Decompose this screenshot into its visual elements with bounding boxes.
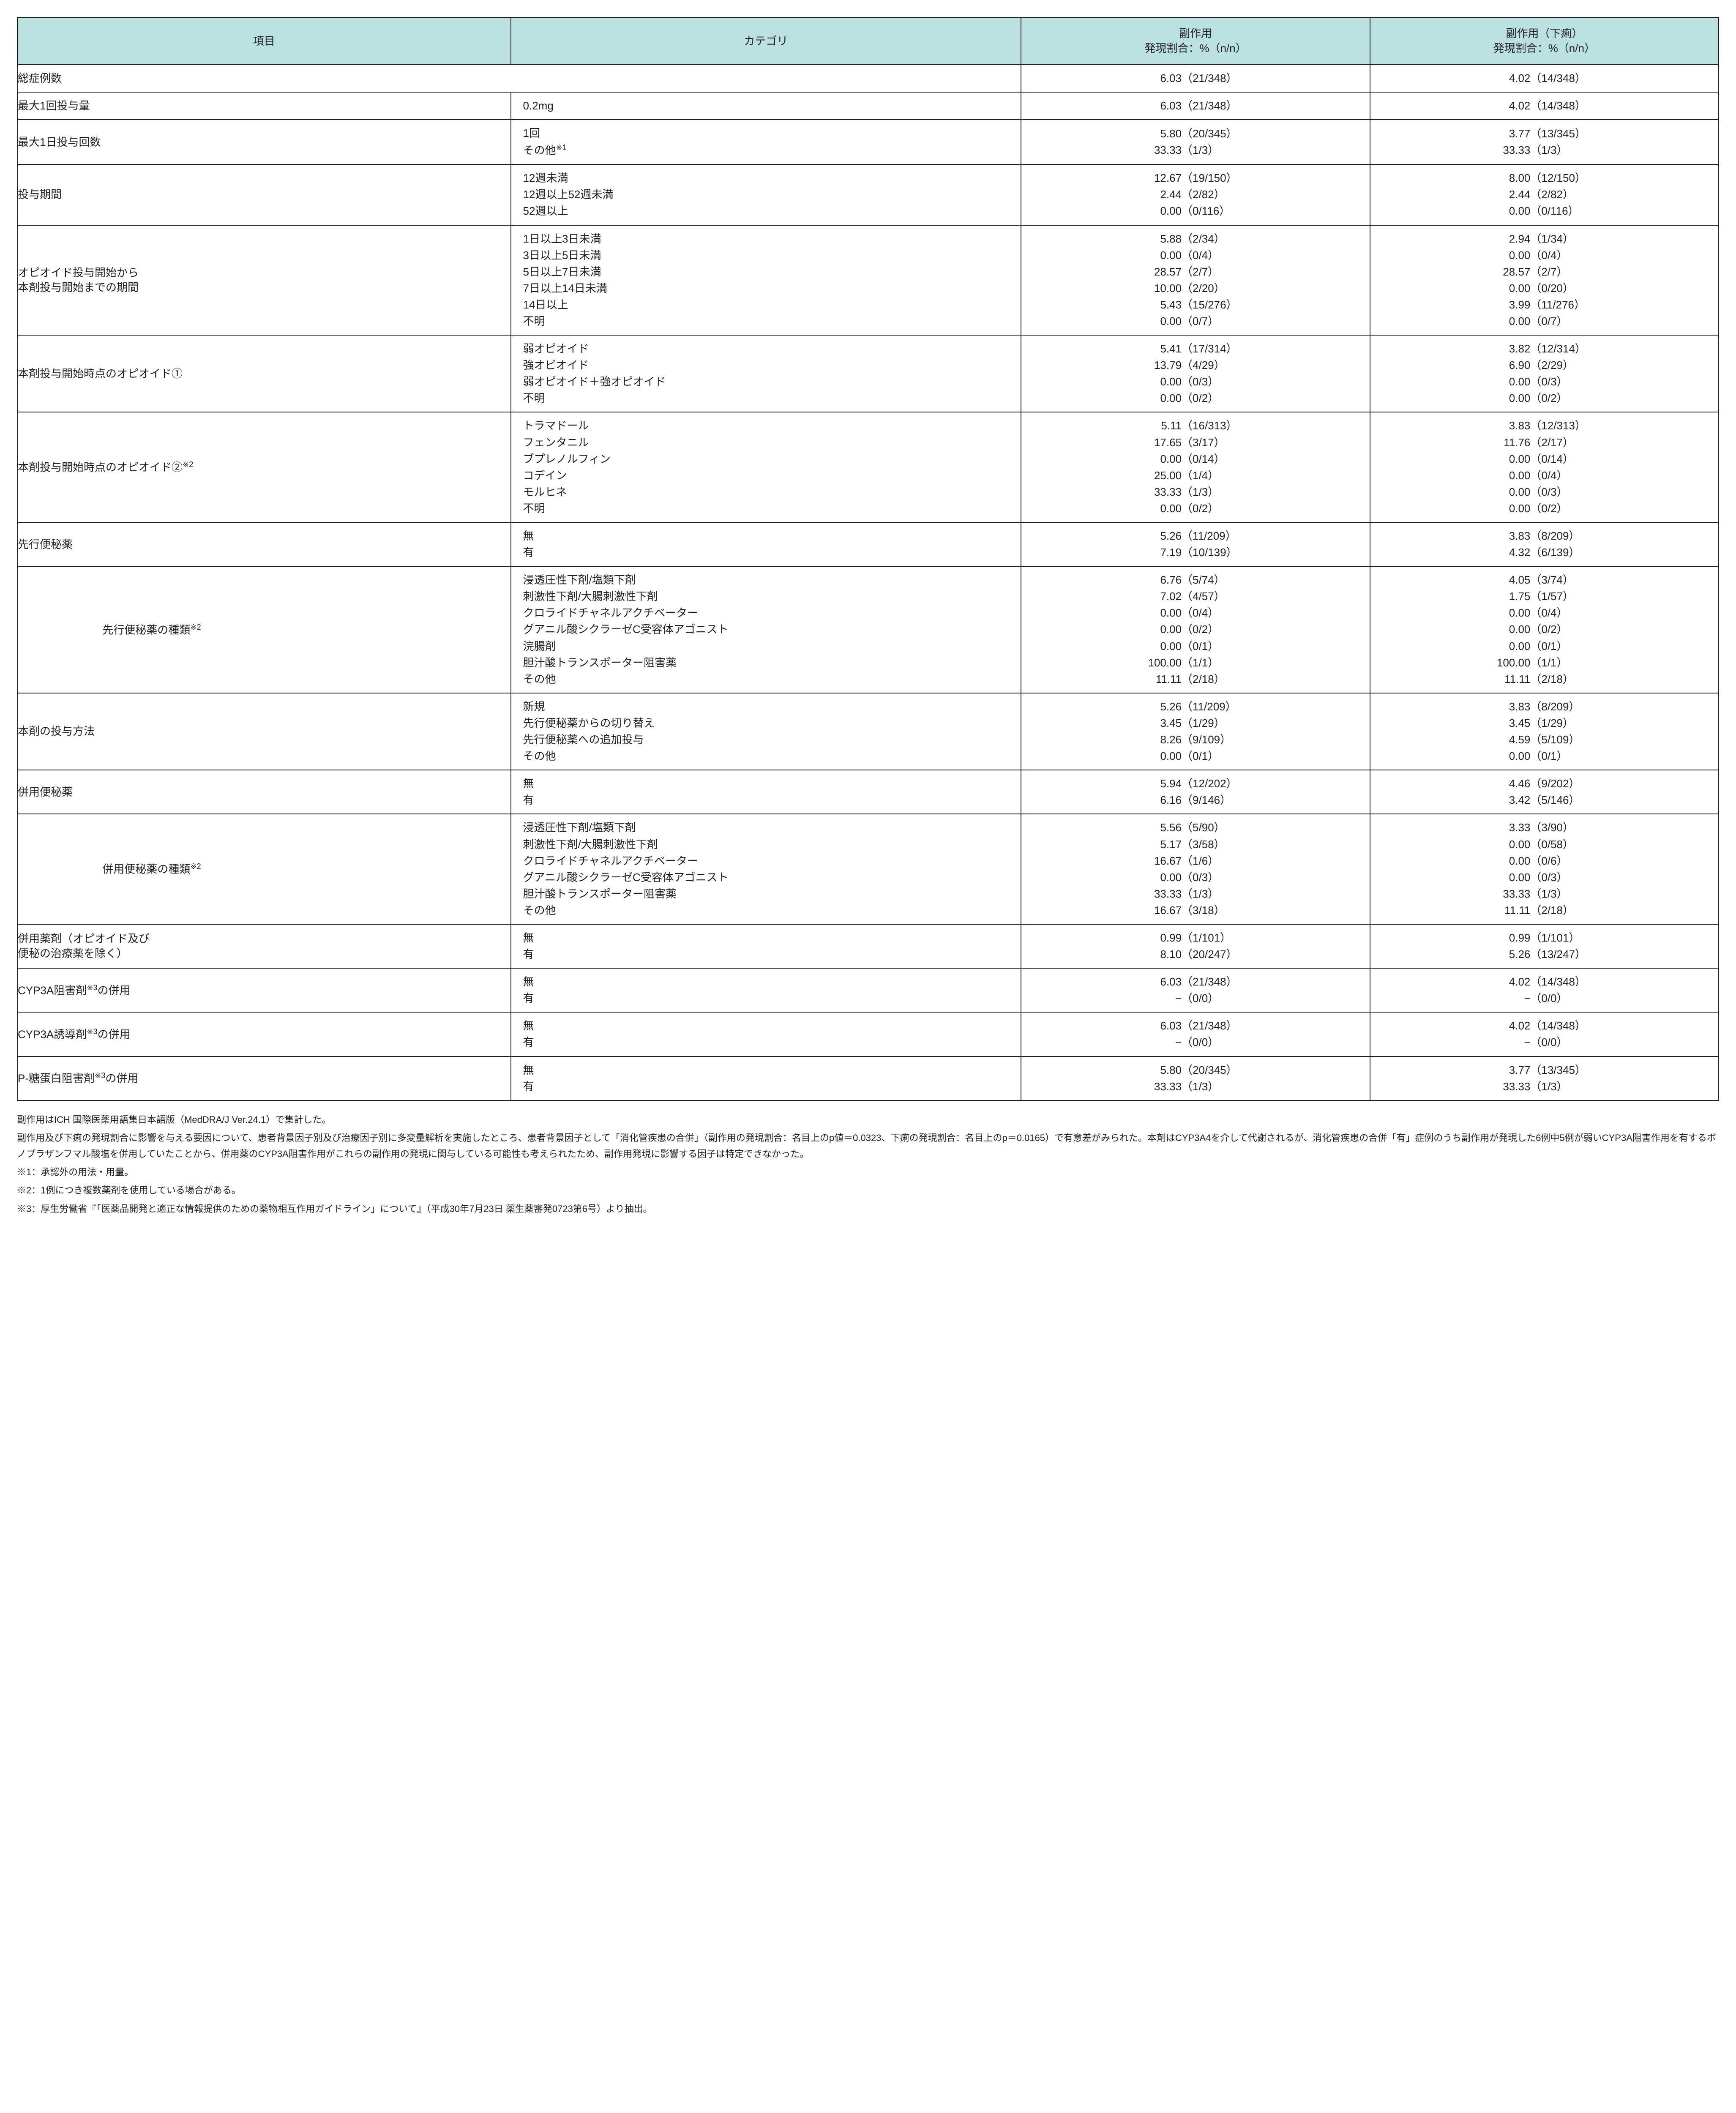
table-body: 総症例数6.03（21/348）4.02（14/348）最大1回投与量0.2mg… xyxy=(17,65,1719,1100)
category-cell: 無有 xyxy=(511,924,1021,968)
category-cell: 弱オピオイド強オピオイド弱オピオイド＋強オピオイド不明 xyxy=(511,335,1021,412)
value-cell: 5.11（16/313）17.65（3/17）0.00（0/14）25.00（1… xyxy=(1021,412,1370,522)
table-row: 本剤投与開始時点のオピオイド①弱オピオイド強オピオイド弱オピオイド＋強オピオイド… xyxy=(17,335,1719,412)
table-row: 先行便秘薬の種類※2浸透圧性下剤/塩類下剤刺激性下剤/大腸刺激性下剤クロライドチ… xyxy=(17,566,1719,693)
table-row: 本剤の投与方法新規先行便秘薬からの切り替え先行便秘薬への追加投与その他5.26（… xyxy=(17,693,1719,770)
item-label: 本剤投与開始時点のオピオイド① xyxy=(17,335,511,412)
item-label: 本剤投与開始時点のオピオイド②※2 xyxy=(17,412,511,522)
value-cell: 6.03（21/348）−（0/0） xyxy=(1021,968,1370,1012)
table-row: 最大1日投与回数1回その他※15.80（20/345）33.33（1/3）3.7… xyxy=(17,120,1719,164)
value-cell: 5.56（5/90）5.17（3/58）16.67（1/6）0.00（0/3）3… xyxy=(1021,814,1370,924)
value-cell: 6.03（21/348） xyxy=(1021,92,1370,120)
value-cell: 5.88（2/34）0.00（0/4）28.57（2/7）10.00（2/20）… xyxy=(1021,225,1370,336)
adverse-events-table: 項目 カテゴリ 副作用発現割合：%（n/n） 副作用（下痢）発現割合：%（n/n… xyxy=(17,17,1719,1101)
value-cell: 3.33（3/90）0.00（0/58）0.00（0/6）0.00（0/3）33… xyxy=(1370,814,1719,924)
value-cell: 3.83（12/313）11.76（2/17）0.00（0/14）0.00（0/… xyxy=(1370,412,1719,522)
footnote-line: ※1：承認外の用法・用量。 xyxy=(17,1164,1719,1180)
item-label: CYP3A阻害剤※3の併用 xyxy=(17,968,511,1012)
item-label: 先行便秘薬の種類※2 xyxy=(102,566,510,693)
value-cell: 12.67（19/150）2.44（2/82）0.00（0/116） xyxy=(1021,164,1370,225)
value-cell: 6.03（21/348） xyxy=(1021,65,1370,92)
value-cell: 3.82（12/314）6.90（2/29）0.00（0/3）0.00（0/2） xyxy=(1370,335,1719,412)
footnote-line: ※2：1例につき複数薬剤を使用している場合がある。 xyxy=(17,1182,1719,1198)
category-cell: トラマドールフェンタニルブプレノルフィンコデインモルヒネ不明 xyxy=(511,412,1021,522)
table-row: オピオイド投与開始から本剤投与開始までの期間1日以上3日未満3日以上5日未満5日… xyxy=(17,225,1719,336)
table-row: 併用薬剤（オピオイド及び便秘の治療薬を除く）無有0.99（1/101）8.10（… xyxy=(17,924,1719,968)
value-cell: 5.80（20/345）33.33（1/3） xyxy=(1021,120,1370,164)
item-label: 併用便秘薬の種類※2 xyxy=(102,814,510,924)
header-item: 項目 xyxy=(17,17,511,65)
value-cell: 6.03（21/348）−（0/0） xyxy=(1021,1012,1370,1056)
header-diarrhea: 副作用（下痢）発現割合：%（n/n） xyxy=(1370,17,1719,65)
header-category: カテゴリ xyxy=(511,17,1021,65)
item-label: 併用薬剤（オピオイド及び便秘の治療薬を除く） xyxy=(17,924,511,968)
footnote-line: 副作用及び下痢の発現割合に影響を与える要因について、患者背景因子別及び治療因子別… xyxy=(17,1130,1719,1162)
footnotes: 副作用はICH 国際医薬用語集日本語版（MedDRA/J Ver.24.1）で集… xyxy=(17,1112,1719,1217)
value-cell: 4.02（14/348） xyxy=(1370,65,1719,92)
value-cell: 5.26（11/209）7.19（10/139） xyxy=(1021,522,1370,566)
category-cell: 0.2mg xyxy=(511,92,1021,120)
value-cell: 4.02（14/348）−（0/0） xyxy=(1370,968,1719,1012)
item-label: 最大1回投与量 xyxy=(17,92,511,120)
category-cell: 無有 xyxy=(511,770,1021,814)
item-label: 投与期間 xyxy=(17,164,511,225)
value-cell: 4.05（3/74）1.75（1/57）0.00（0/4）0.00（0/2）0.… xyxy=(1370,566,1719,693)
category-cell: 無有 xyxy=(511,522,1021,566)
value-cell: 0.99（1/101）8.10（20/247） xyxy=(1021,924,1370,968)
item-label: 最大1日投与回数 xyxy=(17,120,511,164)
item-label: 総症例数 xyxy=(17,65,1021,92)
category-cell: 1回その他※1 xyxy=(511,120,1021,164)
category-cell: 無有 xyxy=(511,1056,1021,1100)
value-cell: 8.00（12/150）2.44（2/82）0.00（0/116） xyxy=(1370,164,1719,225)
value-cell: 4.02（14/348） xyxy=(1370,92,1719,120)
value-cell: 2.94（1/34）0.00（0/4）28.57（2/7）0.00（0/20）3… xyxy=(1370,225,1719,336)
footnote-line: 副作用はICH 国際医薬用語集日本語版（MedDRA/J Ver.24.1）で集… xyxy=(17,1112,1719,1127)
table-row: P-糖蛋白阻害剤※3の併用無有5.80（20/345）33.33（1/3）3.7… xyxy=(17,1056,1719,1100)
table-row: 投与期間12週未満12週以上52週未満52週以上12.67（19/150）2.4… xyxy=(17,164,1719,225)
item-label: CYP3A誘導剤※3の併用 xyxy=(17,1012,511,1056)
table-row: 最大1回投与量0.2mg6.03（21/348）4.02（14/348） xyxy=(17,92,1719,120)
value-cell: 0.99（1/101）5.26（13/247） xyxy=(1370,924,1719,968)
category-cell: 無有 xyxy=(511,968,1021,1012)
item-label: 本剤の投与方法 xyxy=(17,693,511,770)
indent-cell xyxy=(17,814,102,924)
category-cell: 浸透圧性下剤/塩類下剤刺激性下剤/大腸刺激性下剤クロライドチャネルアクチベーター… xyxy=(511,814,1021,924)
item-label: P-糖蛋白阻害剤※3の併用 xyxy=(17,1056,511,1100)
category-cell: 浸透圧性下剤/塩類下剤刺激性下剤/大腸刺激性下剤クロライドチャネルアクチベーター… xyxy=(511,566,1021,693)
table-row: 本剤投与開始時点のオピオイド②※2トラマドールフェンタニルブプレノルフィンコデイ… xyxy=(17,412,1719,522)
value-cell: 5.41（17/314）13.79（4/29）0.00（0/3）0.00（0/2… xyxy=(1021,335,1370,412)
indent-cell xyxy=(17,566,102,693)
value-cell: 4.46（9/202）3.42（5/146） xyxy=(1370,770,1719,814)
table-row: CYP3A誘導剤※3の併用無有6.03（21/348）−（0/0）4.02（14… xyxy=(17,1012,1719,1056)
header-ae: 副作用発現割合：%（n/n） xyxy=(1021,17,1370,65)
footnote-line: ※3：厚生労働省『「医薬品開発と適正な情報提供のための薬物相互作用ガイドライン」… xyxy=(17,1201,1719,1217)
value-cell: 5.94（12/202）6.16（9/146） xyxy=(1021,770,1370,814)
table-row: 先行便秘薬無有5.26（11/209）7.19（10/139）3.83（8/20… xyxy=(17,522,1719,566)
item-label: 先行便秘薬 xyxy=(17,522,511,566)
table-row: CYP3A阻害剤※3の併用無有6.03（21/348）−（0/0）4.02（14… xyxy=(17,968,1719,1012)
value-cell: 4.02（14/348）−（0/0） xyxy=(1370,1012,1719,1056)
table-header: 項目 カテゴリ 副作用発現割合：%（n/n） 副作用（下痢）発現割合：%（n/n… xyxy=(17,17,1719,65)
value-cell: 5.80（20/345）33.33（1/3） xyxy=(1021,1056,1370,1100)
item-label: オピオイド投与開始から本剤投与開始までの期間 xyxy=(17,225,511,336)
table-row: 併用便秘薬の種類※2浸透圧性下剤/塩類下剤刺激性下剤/大腸刺激性下剤クロライドチ… xyxy=(17,814,1719,924)
category-cell: 新規先行便秘薬からの切り替え先行便秘薬への追加投与その他 xyxy=(511,693,1021,770)
value-cell: 3.77（13/345）33.33（1/3） xyxy=(1370,120,1719,164)
table-row: 併用便秘薬無有5.94（12/202）6.16（9/146）4.46（9/202… xyxy=(17,770,1719,814)
category-cell: 1日以上3日未満3日以上5日未満5日以上7日未満7日以上14日未満14日以上不明 xyxy=(511,225,1021,336)
item-label: 併用便秘薬 xyxy=(17,770,511,814)
value-cell: 3.83（8/209）4.32（6/139） xyxy=(1370,522,1719,566)
value-cell: 3.83（8/209）3.45（1/29）4.59（5/109）0.00（0/1… xyxy=(1370,693,1719,770)
category-cell: 12週未満12週以上52週未満52週以上 xyxy=(511,164,1021,225)
category-cell: 無有 xyxy=(511,1012,1021,1056)
value-cell: 6.76（5/74）7.02（4/57）0.00（0/4）0.00（0/2）0.… xyxy=(1021,566,1370,693)
value-cell: 5.26（11/209）3.45（1/29）8.26（9/109）0.00（0/… xyxy=(1021,693,1370,770)
value-cell: 3.77（13/345）33.33（1/3） xyxy=(1370,1056,1719,1100)
table-row: 総症例数6.03（21/348）4.02（14/348） xyxy=(17,65,1719,92)
